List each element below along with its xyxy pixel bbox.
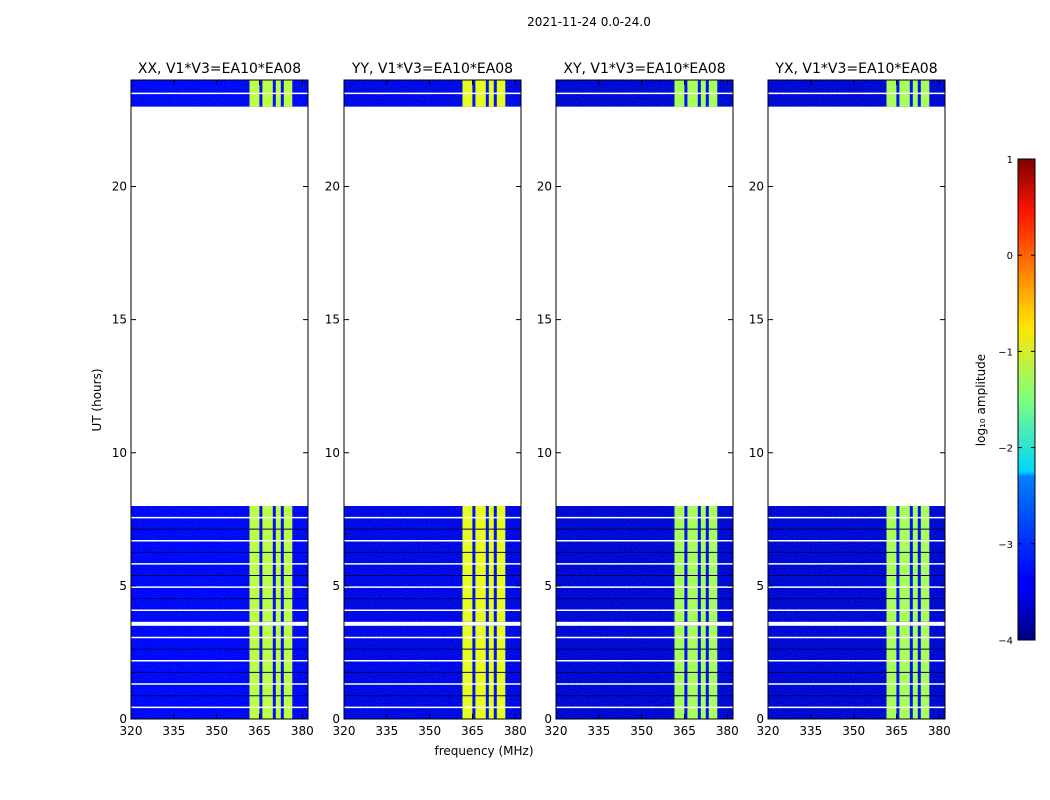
x-tick-label: 365 [461, 724, 484, 738]
x-tick-label: 320 [333, 724, 356, 738]
x-tick-label: 380 [291, 724, 314, 738]
x-tick-label: 350 [205, 724, 228, 738]
y-axis-label: UT (hours) [90, 368, 104, 431]
panel-title: YY, V1*V3=EA10*EA08 [351, 61, 513, 77]
colorbar-tick-label: 1 [1007, 155, 1013, 166]
panel-xy: XY, V1*V3=EA10*EA08 320 335 350 365 380 0 5 10 15… [537, 61, 739, 738]
panel-yx: YX, V1*V3=EA10*EA08 320 335 350 365 380 0 5 10 15… [749, 61, 951, 738]
y-tick-label: 15 [112, 313, 127, 327]
x-tick-label: 350 [842, 724, 865, 738]
y-tick-label: 5 [756, 579, 764, 593]
y-tick-label: 10 [325, 446, 340, 460]
y-tick-label: 15 [537, 313, 552, 327]
y-tick-label: 10 [749, 446, 764, 460]
y-tick-label: 15 [325, 313, 340, 327]
figure-title: 2021-11-24 0.0-24.0 [527, 15, 651, 29]
axes-frame [767, 79, 946, 720]
panel-title: XX, V1*V3=EA10*EA08 [138, 61, 301, 77]
y-tick-label: 0 [756, 712, 764, 726]
x-tick-label: 320 [120, 724, 143, 738]
colorbar-ticks: 1 0 −1 −2 −3 −4 [998, 155, 1035, 647]
x-tick-label: 365 [673, 724, 696, 738]
colorbar-tick-label: −4 [998, 636, 1013, 647]
y-tick-label: 0 [119, 712, 127, 726]
x-tick-label: 365 [248, 724, 271, 738]
x-tick-label: 335 [162, 724, 185, 738]
y-tick-label: 5 [544, 579, 552, 593]
y-tick-label: 5 [119, 579, 127, 593]
colorbar-label: log₁₀ amplitude [974, 354, 988, 446]
x-tick-label: 335 [375, 724, 398, 738]
x-tick-label: 380 [928, 724, 951, 738]
y-tick-label: 20 [112, 180, 127, 194]
x-tick-label: 335 [799, 724, 822, 738]
x-tick-label: 320 [545, 724, 568, 738]
x-tick-label: 350 [418, 724, 441, 738]
y-tick-label: 0 [332, 712, 340, 726]
y-tick-label: 15 [749, 313, 764, 327]
y-tick-label: 10 [112, 446, 127, 460]
colorbar-tick-label: −1 [998, 347, 1013, 358]
x-axis-label: frequency (MHz) [434, 744, 533, 758]
y-tick-label: 20 [325, 180, 340, 194]
y-tick-label: 20 [749, 180, 764, 194]
panel-xx: XX, V1*V3=EA10*EA08 320 335 350 365 380 0 5 10 15… [112, 61, 314, 738]
axes-frame [130, 79, 309, 720]
axes-frame [555, 79, 734, 720]
colorbar: 1 0 −1 −2 −3 −4 log₁₀ amplitude [974, 155, 1036, 647]
x-tick-label: 380 [716, 724, 739, 738]
x-tick-label: 320 [757, 724, 780, 738]
colorbar-tick-label: −2 [998, 444, 1013, 455]
x-tick-label: 380 [504, 724, 527, 738]
panel-yy: YY, V1*V3=EA10*EA08 320 335 350 365 380 0 5 10 15… [325, 61, 527, 738]
panel-title: YX, V1*V3=EA10*EA08 [774, 61, 937, 77]
x-tick-label: 335 [587, 724, 610, 738]
y-tick-label: 10 [537, 446, 552, 460]
colorbar-gradient [1017, 158, 1036, 641]
y-tick-label: 0 [544, 712, 552, 726]
colorbar-tick-label: −3 [998, 540, 1013, 551]
x-tick-label: 365 [885, 724, 908, 738]
colorbar-tick-label: 0 [1007, 251, 1013, 262]
y-tick-label: 5 [332, 579, 340, 593]
axes-frame [343, 79, 522, 720]
y-tick-label: 20 [537, 180, 552, 194]
panel-title: XY, V1*V3=EA10*EA08 [563, 61, 725, 77]
x-tick-label: 350 [630, 724, 653, 738]
panels: XX, V1*V3=EA10*EA08 320 335 350 365 380 0 5 10 15… [112, 61, 951, 738]
